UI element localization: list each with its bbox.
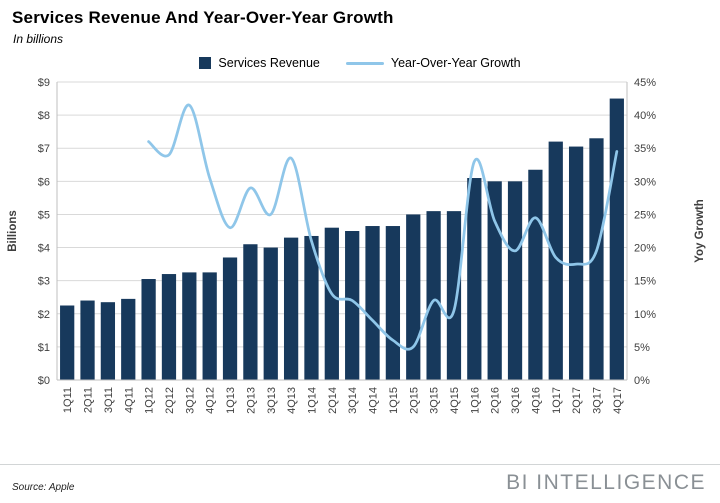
legend-item-services-revenue: Services Revenue <box>199 56 320 70</box>
legend-item-yoy-growth: Year-Over-Year Growth <box>345 56 521 70</box>
revenue-bar <box>161 274 177 380</box>
chart-subtitle: In billions <box>13 32 64 46</box>
revenue-bar <box>446 211 462 380</box>
revenue-bar <box>548 141 563 380</box>
revenue-bar <box>487 181 502 380</box>
left-axis-tick-label: $0 <box>38 375 50 387</box>
x-axis-tick-label: 2Q12 <box>164 387 176 414</box>
x-axis-tick-label: 3Q12 <box>184 387 196 414</box>
x-axis-tick-label: 1Q15 <box>388 387 400 414</box>
revenue-bar <box>121 298 136 380</box>
revenue-bar <box>507 181 523 380</box>
bar-swatch-icon <box>199 57 212 69</box>
x-axis-tick-label: 4Q17 <box>612 387 624 414</box>
right-axis-tick-label: 30% <box>634 176 656 188</box>
revenue-bar <box>222 257 238 380</box>
x-axis-tick-label: 1Q13 <box>225 387 237 414</box>
chart-area: $0 0% $1 5% $2 10% $3 15% $4 20% $5 25% $6 30% $7 35% $8… <box>0 72 720 427</box>
revenue-bar <box>426 211 441 380</box>
left-axis-tick-label: $5 <box>38 209 50 221</box>
revenue-bar <box>243 244 258 380</box>
revenue-bar <box>60 305 75 380</box>
x-axis-tick-label: 3Q14 <box>347 387 359 414</box>
revenue-bar <box>589 138 604 380</box>
x-axis-tick-label: 3Q13 <box>266 387 278 414</box>
revenue-bar <box>365 226 380 380</box>
revenue-bar <box>80 300 95 380</box>
x-axis-tick-label: 1Q17 <box>551 387 563 414</box>
x-axis-tick-label: 3Q16 <box>510 387 522 414</box>
x-axis-tick-label: 2Q17 <box>571 387 583 414</box>
x-axis-tick-label: 2Q16 <box>490 387 502 414</box>
x-axis-tick-label: 2Q15 <box>408 387 420 414</box>
right-axis-tick-label: 15% <box>634 276 656 288</box>
x-axis-tick-label: 4Q14 <box>368 387 380 414</box>
line-swatch-icon <box>345 61 384 65</box>
right-axis-tick-label: 45% <box>634 77 656 89</box>
combo-chart: $0 0% $1 5% $2 10% $3 15% $4 20% $5 25% $6 30% $7 35% $8… <box>7 77 706 414</box>
x-axis-tick-label: 2Q14 <box>327 387 339 414</box>
right-axis-tick-label: 25% <box>634 209 656 221</box>
x-axis-tick-label: 2Q13 <box>245 387 257 414</box>
left-axis-tick-label: $3 <box>38 276 50 288</box>
left-axis-tick-label: $8 <box>38 110 50 122</box>
right-axis-tick-label: 40% <box>634 110 656 122</box>
chart-title: Services Revenue And Year-Over-Year Grow… <box>12 8 394 27</box>
right-axis-tick-label: 10% <box>634 309 656 321</box>
right-axis-tick-label: 35% <box>634 143 656 155</box>
revenue-bar <box>141 279 156 380</box>
left-axis-title: Billions <box>7 210 19 252</box>
x-axis-tick-label: 3Q17 <box>591 387 603 414</box>
left-axis-tick-label: $2 <box>38 309 50 321</box>
x-axis-tick-label: 1Q12 <box>144 387 156 414</box>
legend-label-services-revenue: Services Revenue <box>218 56 320 70</box>
x-axis-tick-label: 3Q15 <box>429 387 441 414</box>
x-axis-tick-label: 4Q13 <box>286 387 298 414</box>
left-axis-tick-label: $4 <box>38 243 50 255</box>
source-note: Source: Apple <box>12 482 75 493</box>
x-axis-tick-label: 1Q11 <box>62 387 74 413</box>
revenue-bar <box>406 214 421 380</box>
revenue-bar <box>324 227 339 380</box>
revenue-bar <box>100 302 116 380</box>
right-axis-tick-label: 5% <box>634 342 650 354</box>
revenue-bar <box>182 272 197 380</box>
x-axis-tick-label: 4Q12 <box>205 387 217 414</box>
revenue-bar <box>263 247 278 380</box>
left-axis-tick-label: $6 <box>38 176 50 188</box>
right-axis-tick-label: 0% <box>634 375 650 387</box>
x-axis-tick-label: 4Q16 <box>530 387 542 414</box>
x-axis-tick-label: 3Q11 <box>103 387 115 413</box>
x-axis-tick-label: 1Q14 <box>306 387 318 414</box>
brand-logo: BI INTELLIGENCE <box>506 471 706 494</box>
growth-line <box>147 103 619 351</box>
left-axis-tick-label: $1 <box>38 342 50 354</box>
revenue-bar <box>283 237 299 380</box>
left-axis-tick-label: $7 <box>38 143 50 155</box>
chart-legend: Services Revenue Year-Over-Year Growth <box>0 56 720 70</box>
revenue-bar <box>528 169 543 380</box>
right-axis-tick-label: 20% <box>634 243 656 255</box>
x-axis-tick-label: 1Q16 <box>469 387 481 414</box>
x-axis-tick-label: 2Q11 <box>83 387 95 413</box>
legend-label-yoy-growth: Year-Over-Year Growth <box>390 56 521 70</box>
x-axis-tick-label: 4Q15 <box>449 387 461 414</box>
revenue-bar <box>345 231 360 380</box>
left-axis-tick-label: $9 <box>38 77 50 89</box>
x-axis-tick-label: 4Q11 <box>123 387 135 413</box>
footer: Source: Apple BI INTELLIGENCE <box>0 464 720 503</box>
revenue-bar <box>304 235 319 380</box>
right-axis-title: Yoy Growth <box>694 199 706 263</box>
revenue-bar <box>609 98 624 381</box>
revenue-bar <box>385 226 401 380</box>
revenue-bar <box>467 178 482 380</box>
revenue-bar <box>202 272 217 380</box>
